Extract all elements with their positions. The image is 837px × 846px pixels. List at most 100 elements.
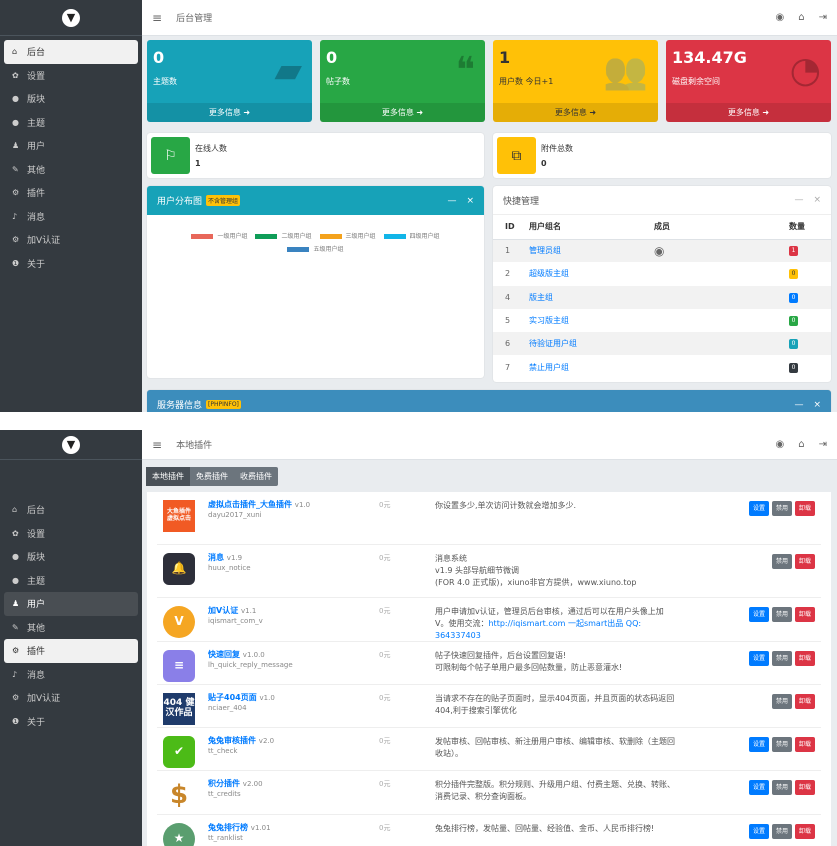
plugin-name[interactable]: 虚拟点击插件_大鱼插件 v1.0 <box>208 499 310 510</box>
sidebar-item[interactable]: ♪ 消息 <box>4 205 138 229</box>
home-icon[interactable]: ⌂ <box>798 12 805 23</box>
minimize-icon[interactable]: — <box>794 399 804 410</box>
menu-toggle-icon[interactable]: ≡ <box>152 10 163 25</box>
plugin-name[interactable]: 消息 v1.9 <box>208 552 242 563</box>
minimize-icon[interactable]: — <box>447 195 457 206</box>
legend-item[interactable]: 四级用户组 <box>383 231 440 240</box>
logout-icon[interactable]: ⇥ <box>818 439 827 450</box>
close-icon[interactable]: × <box>813 399 821 410</box>
sidebar-item[interactable]: ⚙ 插件 <box>4 639 138 663</box>
disable-button[interactable]: 禁用 <box>772 501 792 516</box>
sidebar-item[interactable]: ♟ 用户 <box>4 134 138 158</box>
logout-icon[interactable]: ⇥ <box>818 12 827 23</box>
group-name-link[interactable]: 待验证用户组 <box>529 339 577 349</box>
sidebar-item[interactable]: ● 版块 <box>4 545 138 569</box>
avatar-icon[interactable]: ◉ <box>775 439 785 450</box>
logo[interactable]: ▼ <box>0 0 142 36</box>
sidebar-item[interactable]: ♟ 用户 <box>4 592 138 616</box>
sidebar-item[interactable]: ✎ 其他 <box>4 616 138 640</box>
sidebar-item[interactable]: ⚙ 插件 <box>4 181 138 205</box>
tab-0[interactable]: 本地插件 <box>146 467 190 486</box>
disable-button[interactable]: 禁用 <box>772 554 792 569</box>
close-icon[interactable]: × <box>813 195 821 205</box>
sidebar-item[interactable]: ● 主题 <box>4 111 138 135</box>
uninstall-button[interactable]: 卸载 <box>795 554 815 569</box>
avatar[interactable]: ◉ <box>654 243 665 258</box>
sidebar-item[interactable]: ⚙ 加V认证 <box>4 228 138 252</box>
group-name-link[interactable]: 版主组 <box>529 292 553 302</box>
plugin-name-text: 贴子404页面 <box>208 693 257 702</box>
page-title: 本地插件 <box>176 441 213 451</box>
pie-chart-icon: ◔ <box>789 50 821 91</box>
disable-button[interactable]: 禁用 <box>772 780 792 795</box>
plugin-name[interactable]: 兔兔审核插件 v2.0 <box>208 735 274 746</box>
description-line: 用户申请加v认证，管理员后台审核，通过后可以在用户头像上加 <box>435 607 664 616</box>
group-name-link[interactable]: 超级版主组 <box>529 269 569 279</box>
plugin-name[interactable]: 积分插件 v2.00 <box>208 778 263 789</box>
plugin-name[interactable]: 兔兔排行榜 v1.01 <box>208 822 271 833</box>
settings-button[interactable]: 设置 <box>749 737 769 752</box>
more-info-link[interactable]: 更多信息 ➜ <box>666 103 831 122</box>
description-line: 404,利于搜索引擎优化 <box>435 706 517 715</box>
count-cell: 0 <box>777 332 831 356</box>
legend-item[interactable]: 五级用户组 <box>287 244 344 253</box>
disable-button[interactable]: 禁用 <box>772 824 792 839</box>
avatar-icon[interactable]: ◉ <box>775 12 785 23</box>
sidebar-item[interactable]: ● 版块 <box>4 87 138 111</box>
legend-item[interactable]: 三级用户组 <box>319 231 376 240</box>
sidebar-item[interactable]: ✿ 设置 <box>4 522 138 546</box>
settings-button[interactable]: 设置 <box>749 607 769 622</box>
sidebar-item[interactable]: ❶ 关于 <box>4 710 138 734</box>
uninstall-button[interactable]: 卸载 <box>795 824 815 839</box>
sidebar-item[interactable]: ✎ 其他 <box>4 158 138 182</box>
close-icon[interactable]: × <box>466 195 474 206</box>
plugin-name[interactable]: 加V认证 v1.1 <box>208 605 256 616</box>
settings-button[interactable]: 设置 <box>749 780 769 795</box>
disable-button[interactable]: 禁用 <box>772 651 792 666</box>
more-info-link[interactable]: 更多信息 ➜ <box>320 103 485 122</box>
tab-1[interactable]: 免费插件 <box>196 472 228 481</box>
uninstall-button[interactable]: 卸载 <box>795 607 815 622</box>
plugin-name[interactable]: 贴子404页面 v1.0 <box>208 692 275 703</box>
group-name-link[interactable]: 管理员组 <box>529 246 561 256</box>
menu-toggle-icon[interactable]: ≡ <box>152 437 163 452</box>
tab-2[interactable]: 收费插件 <box>240 472 272 481</box>
plugin-description: 消息系统 v1.9 头部导航细节微调 (FOR 4.0 正式版)，xiuno非官方提… <box>435 553 680 589</box>
table-row: 5 实习版主组 0 <box>493 309 831 332</box>
uninstall-button[interactable]: 卸载 <box>795 780 815 795</box>
sidebar-item-label: 关于 <box>27 717 46 728</box>
legend-item[interactable]: 二级用户组 <box>255 231 312 240</box>
disable-button[interactable]: 禁用 <box>772 737 792 752</box>
uninstall-button[interactable]: 卸载 <box>795 651 815 666</box>
settings-button[interactable]: 设置 <box>749 501 769 516</box>
uninstall-button[interactable]: 卸载 <box>795 501 815 516</box>
uninstall-button[interactable]: 卸载 <box>795 737 815 752</box>
sidebar-item[interactable]: ⚙ 加V认证 <box>4 686 138 710</box>
legend-item[interactable]: 一级用户组 <box>191 231 247 240</box>
plugin-name[interactable]: 快速回复 v1.0.0 <box>208 649 265 660</box>
settings-button[interactable]: 设置 <box>749 651 769 666</box>
group-name-link[interactable]: 禁止用户组 <box>529 362 569 372</box>
disable-button[interactable]: 禁用 <box>772 694 792 709</box>
disable-button[interactable]: 禁用 <box>772 607 792 622</box>
sidebar-item[interactable]: ● 主题 <box>4 569 138 593</box>
plugin-link[interactable]: http://iqismart.com 一起smart出品 QQ: 364337… <box>435 619 642 640</box>
sidebar-item[interactable]: ⌂ 后台 <box>4 498 138 522</box>
minimize-icon[interactable]: — <box>794 195 804 205</box>
sidebar-item[interactable]: ♪ 消息 <box>4 663 138 687</box>
settings-button[interactable]: 设置 <box>749 824 769 839</box>
logo[interactable]: ▼ <box>0 430 142 460</box>
uninstall-button[interactable]: 卸载 <box>795 694 815 709</box>
home-icon: ⌂ <box>12 47 18 57</box>
plugin-icon: ✔ <box>163 736 195 768</box>
plugin-name-text: 快速回复 <box>208 650 240 659</box>
sidebar-item-label: 其他 <box>27 165 46 176</box>
group-name-link[interactable]: 实习版主组 <box>529 316 569 326</box>
sidebar-item[interactable]: ⌂ 后台 <box>4 40 138 64</box>
home-icon[interactable]: ⌂ <box>798 439 805 450</box>
more-info-link[interactable]: 更多信息 ➜ <box>147 103 312 122</box>
phpinfo-link[interactable]: [PHPINFO] <box>206 400 241 409</box>
sidebar-item[interactable]: ❶ 关于 <box>4 252 138 276</box>
sidebar-item[interactable]: ✿ 设置 <box>4 64 138 88</box>
more-info-link[interactable]: 更多信息 ➜ <box>493 103 658 122</box>
